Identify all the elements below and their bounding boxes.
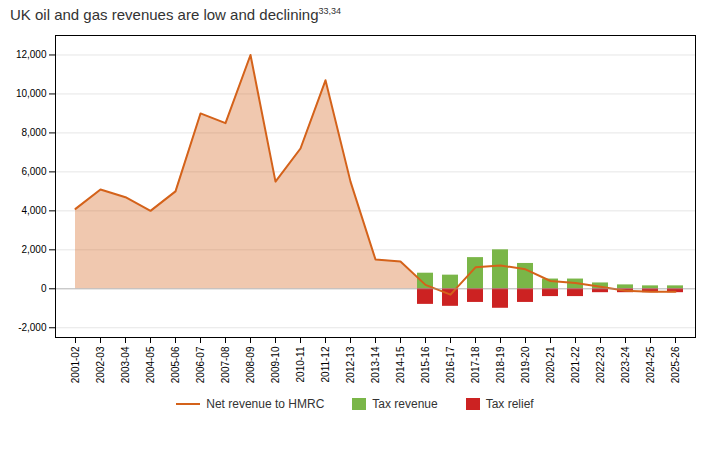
svg-text:8,000: 8,000	[21, 127, 46, 138]
html-text:UK oil and gas revenues are lo: UK oil and gas revenues are low and decl…	[10, 6, 342, 23]
svg-text:2006-07: 2006-07	[195, 346, 206, 383]
svg-text:4,000: 4,000	[21, 205, 46, 216]
svg-text:10,000: 10,000	[16, 88, 47, 99]
svg-text:2013-14: 2013-14	[370, 346, 381, 383]
svg-text:2019-20: 2019-20	[520, 346, 531, 383]
html-text:Tax relief: Tax relief	[485, 397, 534, 411]
svg-text:2017-18: 2017-18	[470, 346, 481, 383]
svg-text:2024-25: 2024-25	[645, 346, 656, 383]
svg-text:2016-17: 2016-17	[445, 346, 456, 383]
svg-text:2023-24: 2023-24	[620, 346, 631, 383]
svg-text:2003-04: 2003-04	[120, 346, 131, 383]
svg-text:2011-12: 2011-12	[320, 346, 331, 382]
svg-text:6,000: 6,000	[21, 166, 46, 177]
svg-text:0: 0	[41, 283, 47, 294]
svg-text:2008-09: 2008-09	[245, 346, 256, 383]
html-text:Tax revenue: Tax revenue	[372, 397, 438, 411]
svg-text:2022-23: 2022-23	[595, 346, 606, 383]
svg-text:2005-06: 2005-06	[170, 346, 181, 383]
svg-text:2012-13: 2012-13	[345, 346, 356, 383]
svg-text:2018-19: 2018-19	[495, 346, 506, 383]
svg-text:2004-05: 2004-05	[145, 346, 156, 383]
svg-text:2009-10: 2009-10	[270, 346, 281, 383]
svg-text:2025-26: 2025-26	[670, 346, 681, 383]
svg-text:12,000: 12,000	[16, 49, 47, 60]
svg-text:2014-15: 2014-15	[395, 346, 406, 383]
svg-text:2002-03: 2002-03	[95, 346, 106, 383]
svg-text:-2,000: -2,000	[18, 322, 47, 333]
svg-text:2010-11: 2010-11	[295, 346, 306, 382]
svg-text:2,000: 2,000	[21, 244, 46, 255]
html-text:Net revenue to HMRC: Net revenue to HMRC	[206, 397, 325, 411]
svg-text:2021-22: 2021-22	[570, 346, 581, 383]
svg-text:2015-16: 2015-16	[420, 346, 431, 383]
svg-text:2001-02: 2001-02	[70, 346, 81, 383]
svg-text:2007-08: 2007-08	[220, 346, 231, 383]
svg-text:2020-21: 2020-21	[545, 346, 556, 383]
